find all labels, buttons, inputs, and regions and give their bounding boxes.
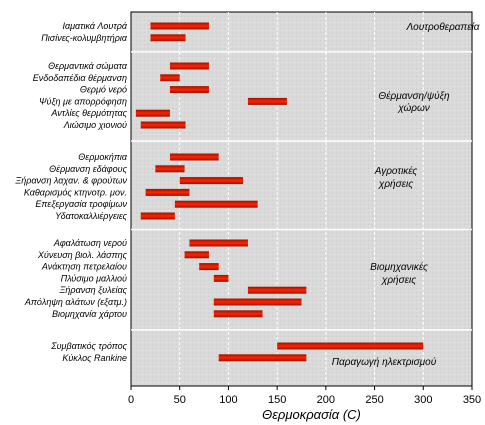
range-bar	[169, 86, 209, 94]
range-bar	[189, 239, 248, 247]
range-bar	[135, 109, 170, 117]
range-bar	[155, 165, 185, 173]
range-bar	[140, 121, 186, 129]
category-label: Απόληψη αλάτων (εξατμ.)	[24, 297, 127, 307]
x-tick-label: 150	[268, 394, 286, 406]
x-axis-title: Θερμοκρασία (C)	[262, 407, 361, 422]
range-bar	[213, 298, 302, 306]
category-label: Θερμό νερό	[80, 85, 127, 95]
group-name-label: χρήσεις	[381, 274, 416, 286]
category-label: Θερμοκήπια	[78, 152, 128, 162]
range-bar	[145, 188, 190, 196]
category-label: Πισίνες-κολυμβητήρια	[41, 33, 128, 43]
x-tick-label: 0	[128, 394, 134, 406]
category-label: Βιομηχανία χάρτου	[52, 309, 127, 319]
x-tick-label: 200	[317, 394, 335, 406]
category-label: Επεξεργασία τροφίμων	[35, 199, 127, 209]
range-bar	[179, 177, 244, 185]
x-tick-label: 250	[365, 394, 383, 406]
range-bar	[218, 354, 307, 362]
range-bar	[169, 62, 209, 70]
category-label: Ψύξη με απορρόφηση	[39, 96, 127, 106]
range-bar	[140, 212, 175, 220]
group-name-label: Βιομηχανικές	[370, 261, 428, 273]
category-label: Καθαρισμός κτηνοτρ. μον.	[24, 187, 127, 197]
x-tick-label: 50	[174, 394, 186, 406]
group-name-label: Θέρμανση/ψύξη	[378, 90, 450, 102]
range-bar	[277, 342, 424, 350]
range-bar	[199, 263, 219, 271]
category-label: Ενδοδαπέδια θέρμανση	[33, 73, 127, 83]
plot-area	[130, 11, 473, 387]
range-bar	[213, 310, 263, 318]
group-name-label: Λουτροθεραπεία	[405, 21, 479, 33]
group-name-label: χώρων	[397, 102, 430, 114]
x-tick-label: 300	[414, 394, 432, 406]
group-name-label: Παραγωγή ηλεκτρισμού	[332, 356, 437, 368]
category-label: Ιαματικά Λουτρά	[62, 21, 127, 31]
category-label: Συμβατικός τρόπος	[50, 341, 127, 351]
category-label: Αφαλάτωση νερού	[53, 238, 127, 248]
range-bar	[150, 22, 209, 30]
x-tick-label: 350	[463, 394, 481, 406]
category-label: Ανάκτηση πετρελαίου	[41, 262, 127, 272]
category-label: Θέρμανση εδάφους	[49, 164, 128, 174]
category-label: Πλύσιμο μαλλιού	[61, 273, 127, 283]
category-label: Λιώσιμο χιονιού	[63, 120, 127, 130]
category-label: Χύνευση βιολ. λάσπης	[37, 250, 128, 260]
range-bar	[174, 200, 258, 208]
category-label: Ξήρανση λαχαν. & φρούτων	[14, 176, 127, 186]
range-bar	[247, 97, 287, 105]
range-bar	[184, 251, 209, 259]
range-bar	[160, 74, 180, 82]
range-bar	[169, 153, 219, 161]
category-label: Ξήρανση ξυλείας	[59, 285, 128, 295]
range-bar	[247, 286, 307, 294]
range-bar	[213, 274, 229, 282]
category-label: Αντλίες θερμότητας	[50, 108, 127, 118]
category-label: Κύκλος Rankine	[62, 353, 127, 363]
group-name-label: χρήσεις	[378, 178, 413, 190]
category-label: Υδατοκαλλιέργειες	[55, 211, 128, 221]
group-name-label: Αγροτικές	[374, 165, 418, 177]
x-tick-label: 100	[219, 394, 237, 406]
category-label: Θερμαντικά σώματα	[48, 61, 128, 71]
range-bar	[150, 34, 186, 42]
